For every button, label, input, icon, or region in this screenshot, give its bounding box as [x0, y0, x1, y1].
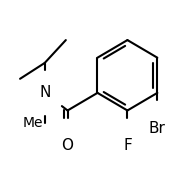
- Text: Br: Br: [149, 121, 166, 136]
- Circle shape: [59, 137, 76, 154]
- Circle shape: [36, 84, 53, 101]
- Text: O: O: [62, 138, 74, 153]
- Circle shape: [119, 137, 136, 154]
- Text: F: F: [123, 138, 132, 153]
- Text: Me: Me: [22, 116, 43, 130]
- Circle shape: [149, 120, 166, 137]
- Text: N: N: [39, 85, 50, 100]
